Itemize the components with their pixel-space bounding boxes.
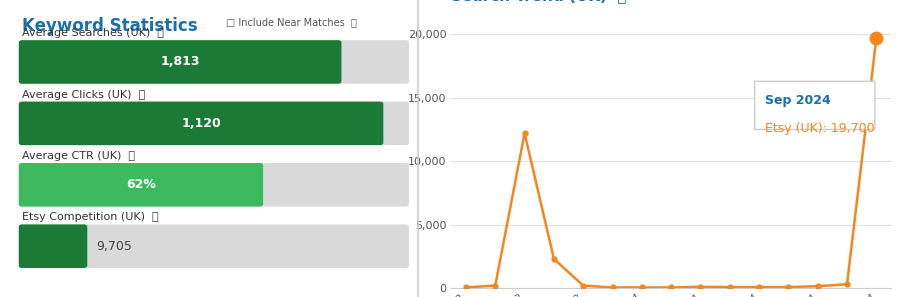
Text: Average CTR (UK)  ⓘ: Average CTR (UK) ⓘ bbox=[22, 151, 135, 161]
Text: Average Searches (UK)  ⓘ: Average Searches (UK) ⓘ bbox=[22, 28, 164, 38]
Text: Average Clicks (UK)  ⓘ: Average Clicks (UK) ⓘ bbox=[22, 90, 145, 100]
FancyBboxPatch shape bbox=[19, 102, 383, 145]
FancyBboxPatch shape bbox=[19, 102, 409, 145]
Text: Keyword Statistics: Keyword Statistics bbox=[22, 17, 198, 35]
Text: Etsy Competition (UK)  ⓘ: Etsy Competition (UK) ⓘ bbox=[22, 212, 158, 222]
FancyBboxPatch shape bbox=[19, 40, 409, 84]
Text: 1,120: 1,120 bbox=[181, 117, 220, 130]
FancyBboxPatch shape bbox=[19, 225, 87, 268]
Text: 62%: 62% bbox=[126, 178, 156, 191]
Text: 1,813: 1,813 bbox=[160, 56, 200, 68]
FancyBboxPatch shape bbox=[19, 163, 409, 207]
FancyBboxPatch shape bbox=[19, 225, 409, 268]
FancyBboxPatch shape bbox=[755, 81, 875, 129]
Text: Etsy (UK): 19,700: Etsy (UK): 19,700 bbox=[765, 122, 875, 135]
FancyBboxPatch shape bbox=[19, 40, 341, 84]
Text: □ Include Near Matches  ⓘ: □ Include Near Matches ⓘ bbox=[226, 17, 356, 27]
FancyBboxPatch shape bbox=[19, 163, 263, 207]
Text: Sep 2024: Sep 2024 bbox=[765, 94, 831, 107]
Text: 9,705: 9,705 bbox=[96, 240, 132, 253]
Text: Search Trend (UK)  ⓘ: Search Trend (UK) ⓘ bbox=[451, 0, 626, 4]
